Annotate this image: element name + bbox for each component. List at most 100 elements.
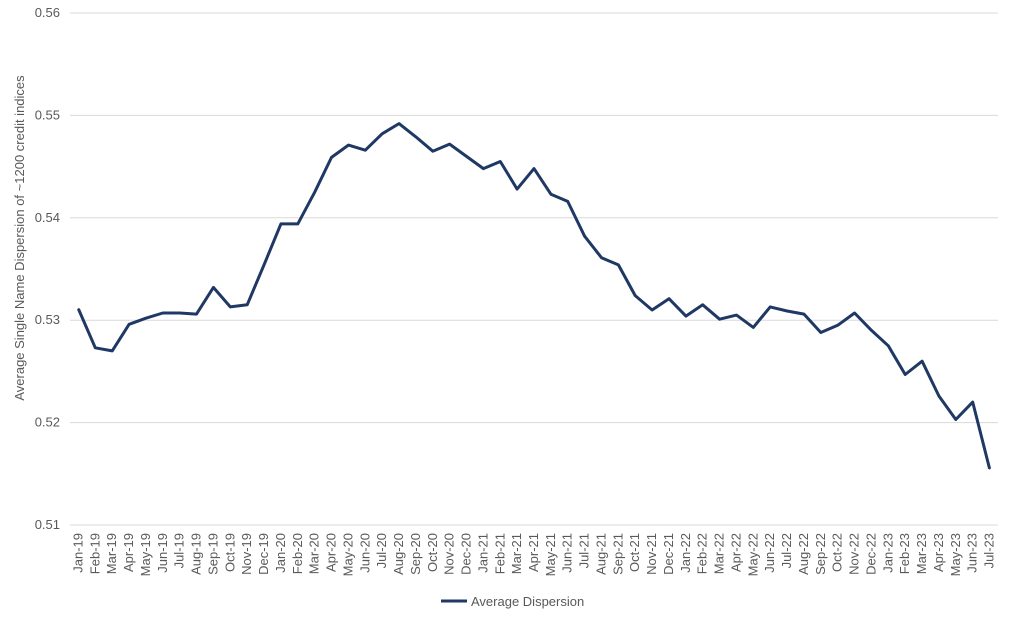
x-tick-label: Sep-22 <box>813 533 828 575</box>
gridlines <box>70 12 998 526</box>
x-tick-label: Aug-20 <box>391 533 406 575</box>
x-tick-label: Jun-22 <box>762 533 777 573</box>
data-point <box>195 313 198 315</box>
x-tick-label: Dec-22 <box>863 533 878 575</box>
x-tick-label: Jul-22 <box>779 533 794 568</box>
x-tick-label: Jul-19 <box>172 533 187 568</box>
y-tick-label: 0.55 <box>35 107 60 122</box>
x-tick-label: Oct-20 <box>425 533 440 572</box>
legend: Average Dispersion <box>441 594 584 609</box>
x-tick-label: Aug-22 <box>796 533 811 575</box>
x-tick-label: Sep-21 <box>610 533 625 575</box>
data-point <box>904 373 906 376</box>
x-tick-label: Sep-19 <box>205 533 220 575</box>
data-point <box>803 313 805 315</box>
x-tick-label: May-19 <box>138 533 153 576</box>
data-point <box>735 314 738 316</box>
x-tick-label: Dec-21 <box>661 533 676 575</box>
x-tick-label: Apr-23 <box>931 533 946 572</box>
data-point <box>145 317 147 320</box>
x-tick-label: Mar-22 <box>712 533 727 574</box>
data-point <box>533 167 535 170</box>
data-point <box>398 122 400 125</box>
x-tick-label: Mar-21 <box>509 533 524 574</box>
data-point <box>178 312 181 314</box>
x-tick-label: Feb-19 <box>87 533 102 574</box>
data-point <box>921 360 923 363</box>
data-point <box>128 323 130 326</box>
x-tick-label: May-22 <box>745 533 760 576</box>
data-point <box>482 167 485 170</box>
data-point <box>583 235 586 237</box>
x-tick-label: Dec-19 <box>256 533 271 575</box>
y-tick-label: 0.53 <box>35 312 60 327</box>
x-tick-label: May-23 <box>948 533 963 576</box>
data-point <box>701 304 704 306</box>
series-line <box>77 122 992 470</box>
data-point <box>297 223 299 225</box>
data-point <box>820 331 822 334</box>
x-tick-label: Sep-20 <box>408 533 423 575</box>
data-point <box>499 160 502 163</box>
data-point <box>836 324 839 327</box>
x-tick-label: Jan-19 <box>70 533 85 573</box>
series-layer <box>77 122 992 470</box>
x-tick-label: Apr-22 <box>728 533 743 572</box>
y-axis-ticks: 0.51 0.52 0.53 0.54 0.55 0.56 <box>35 5 60 532</box>
data-point <box>465 155 468 158</box>
data-point <box>685 315 687 317</box>
x-tick-label: Mar-23 <box>914 533 929 574</box>
data-point <box>381 133 383 135</box>
data-point <box>617 264 620 266</box>
x-tick-label: Aug-19 <box>189 533 204 575</box>
x-tick-label: Feb-22 <box>695 533 710 574</box>
data-point <box>853 312 856 314</box>
y-tick-label: 0.54 <box>35 210 60 225</box>
x-tick-label: Jun-21 <box>560 533 575 573</box>
x-tick-label: Oct-21 <box>627 533 642 572</box>
x-tick-label: Jan-20 <box>273 533 288 573</box>
x-tick-label: Jun-23 <box>965 533 980 573</box>
data-point <box>668 297 670 300</box>
x-tick-label: Jan-21 <box>475 533 490 573</box>
x-tick-label: Nov-22 <box>847 533 862 575</box>
data-point <box>229 306 232 308</box>
x-tick-label: Feb-23 <box>897 533 912 574</box>
data-point <box>415 136 417 138</box>
data-point <box>600 256 603 259</box>
data-point <box>111 350 113 352</box>
data-point <box>313 191 316 193</box>
x-tick-label: Aug-21 <box>593 533 608 575</box>
data-point <box>550 193 552 195</box>
x-tick-label: Jan-22 <box>678 533 693 573</box>
data-point <box>566 200 569 203</box>
x-tick-label: Nov-20 <box>442 533 457 575</box>
data-point <box>634 294 636 297</box>
x-tick-label: Dec-20 <box>459 533 474 575</box>
y-tick-label: 0.51 <box>35 517 60 532</box>
data-point <box>651 309 653 311</box>
data-point <box>162 312 164 314</box>
x-tick-label: Jun-20 <box>357 533 372 573</box>
data-point <box>280 223 282 225</box>
data-point <box>448 143 451 145</box>
x-tick-label: Nov-21 <box>644 533 659 575</box>
x-tick-label: Mar-20 <box>307 533 322 574</box>
x-tick-label: Jun-19 <box>155 533 170 573</box>
x-tick-label: May-20 <box>340 533 355 576</box>
data-point <box>870 329 873 332</box>
x-tick-label: Jan-23 <box>880 533 895 573</box>
data-point <box>94 347 97 349</box>
data-point <box>988 467 991 470</box>
data-point <box>432 150 434 152</box>
x-tick-label: Jul-20 <box>374 533 389 568</box>
x-tick-label: Apr-21 <box>526 533 541 572</box>
x-tick-label: Apr-19 <box>121 533 136 572</box>
data-point <box>263 264 265 266</box>
data-point <box>887 345 890 347</box>
data-point <box>364 149 367 151</box>
x-tick-label: Jul-21 <box>577 533 592 568</box>
y-tick-label: 0.52 <box>35 415 60 430</box>
x-tick-label: Nov-19 <box>239 533 254 575</box>
